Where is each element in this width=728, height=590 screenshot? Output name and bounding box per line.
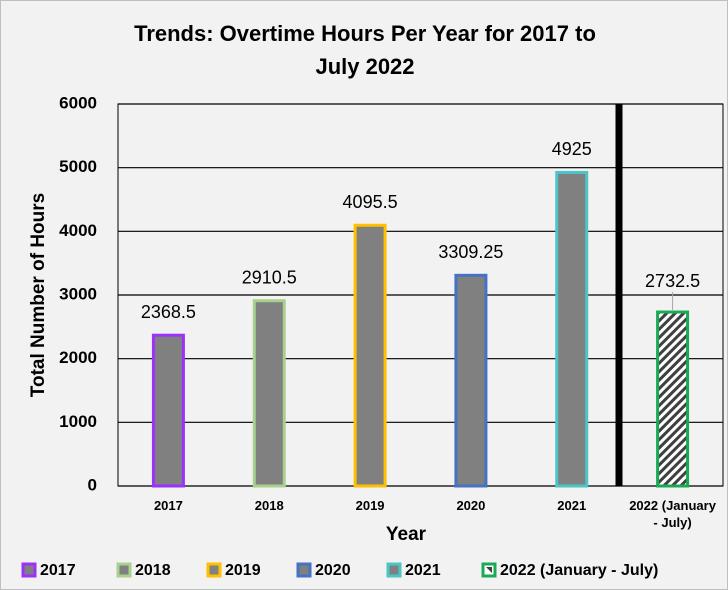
- data-label: 3309.25: [438, 242, 503, 262]
- y-tick-label: 2000: [59, 348, 97, 367]
- legend-swatch: [206, 562, 222, 578]
- legend-label: 2021: [405, 562, 441, 579]
- legend-label: 2022 (January - July): [500, 562, 658, 579]
- legend-swatch: [21, 562, 37, 578]
- x-tick-label: 2019: [355, 498, 385, 513]
- chart-title: Trends: Overtime Hours Per Year for 2017…: [134, 21, 596, 79]
- legend-label: 2017: [40, 562, 76, 579]
- data-label: 2910.5: [242, 267, 297, 287]
- y-axis-title: Total Number of Hours: [28, 193, 49, 397]
- legend-swatch: [296, 562, 312, 578]
- legend-label: 2020: [315, 562, 351, 579]
- data-label: 4095.5: [343, 192, 398, 212]
- data-label: 4925: [552, 139, 592, 159]
- y-tick-label: 6000: [59, 93, 97, 112]
- legend-label: 2019: [225, 562, 261, 579]
- y-tick-label: 1000: [59, 412, 97, 431]
- y-tick-label: 4000: [59, 221, 97, 240]
- bar: [151, 333, 185, 488]
- bar: [353, 223, 387, 488]
- y-tick-label: 5000: [59, 157, 97, 176]
- legend-swatch: [116, 562, 132, 578]
- bar: [252, 299, 286, 488]
- x-tick-label: 2022 (January - July): [629, 498, 716, 530]
- y-tick-label: 3000: [59, 284, 97, 303]
- x-axis-title: Year: [386, 524, 427, 545]
- x-tick-label: 2018: [254, 498, 284, 513]
- data-label: 2368.5: [141, 302, 196, 322]
- bar: [656, 310, 690, 488]
- y-tick-label: 0: [88, 475, 97, 494]
- data-label: 2732.5: [645, 271, 700, 291]
- x-tick-label: 2020: [456, 498, 486, 513]
- bar: [454, 273, 488, 488]
- x-tick-label: 2021: [557, 498, 587, 513]
- x-tick-label: 2017: [153, 498, 183, 513]
- bar: [555, 170, 589, 488]
- legend-hatch: [486, 567, 492, 573]
- legend-swatch: [386, 562, 402, 578]
- legend-label: 2018: [135, 562, 171, 579]
